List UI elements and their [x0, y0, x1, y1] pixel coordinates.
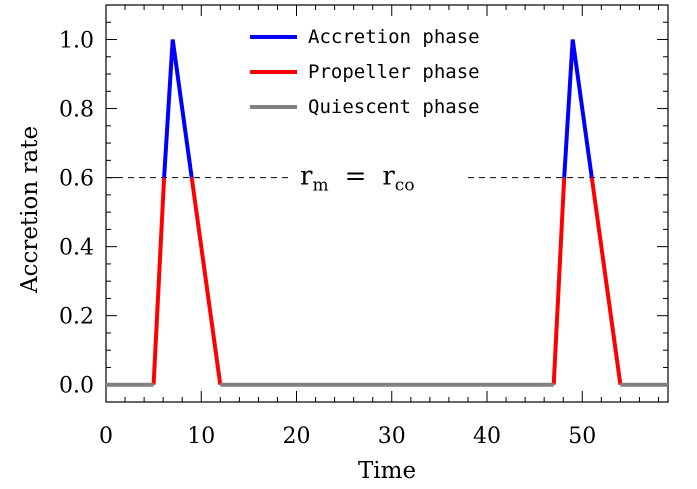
threshold-label-sub-m: m [312, 176, 328, 196]
legend-label-propeller-phase: Propeller phase [308, 61, 480, 83]
threshold-label: rm = rco [300, 162, 415, 196]
y-axis-title: Accretion rate [17, 126, 43, 294]
legend: Accretion phase Propeller phase Quiescent … [250, 26, 480, 118]
ticks-layer: 0 10 20 30 40 50 0.0 0.2 0.4 0.6 0.8 1.0 [59, 5, 668, 449]
series-line-propeller-phase [151, 177, 167, 385]
y-tick-label: 0.4 [59, 236, 94, 261]
series-line-propeller-phase [551, 177, 567, 385]
series-line-propeller-phase [589, 177, 623, 385]
x-tick-label: 10 [187, 424, 215, 449]
plot-frame [105, 4, 669, 403]
threshold-label-r-left: r [300, 162, 313, 192]
legend-label-accretion-phase: Accretion phase [308, 26, 480, 48]
x-tick-label: 20 [283, 424, 311, 449]
series-line-propeller-phase [189, 177, 223, 385]
legend-label-quiescent-phase: Quiescent phase [308, 96, 480, 118]
series-line-accretion-phase [162, 39, 194, 178]
y-tick-label: 0.8 [59, 98, 94, 123]
y-tick-label: 0.2 [59, 305, 94, 330]
y-tick-label: 0.6 [59, 167, 94, 192]
x-tick-label: 0 [99, 424, 113, 449]
threshold-layer: rm = rco [106, 162, 668, 196]
series-line-accretion-phase [562, 39, 594, 178]
series-layer [106, 39, 668, 387]
x-tick-label: 30 [378, 424, 406, 449]
threshold-label-r-right: r [382, 162, 395, 192]
threshold-label-sub-co: co [395, 176, 415, 196]
x-tick-label: 50 [568, 424, 596, 449]
y-tick-label: 1.0 [59, 29, 94, 54]
y-tick-label: 0.0 [59, 374, 94, 399]
x-axis-title: Time [358, 458, 416, 484]
x-tick-label: 40 [473, 424, 501, 449]
threshold-label-equals: = [345, 162, 367, 192]
